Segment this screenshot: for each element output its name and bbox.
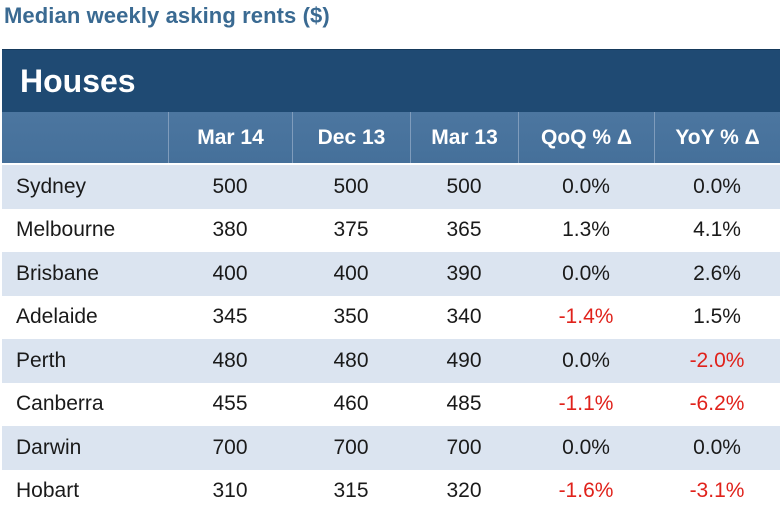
city-cell: Brisbane: [2, 252, 168, 296]
page-title: Median weekly asking rents ($): [4, 3, 330, 29]
yoy-cell: 0.0%: [654, 165, 780, 209]
table-header-row: Mar 14 Dec 13 Mar 13 QoQ % Δ YoY % Δ: [2, 112, 780, 165]
mar13-cell: 490: [410, 339, 518, 383]
table-row: Adelaide 345 350 340 -1.4% 1.5%: [2, 296, 780, 340]
qoq-cell: 0.0%: [518, 165, 654, 209]
city-cell: Hobart: [2, 470, 168, 513]
mar13-cell: 485: [410, 383, 518, 427]
column-header-mar14: Mar 14: [168, 112, 292, 163]
city-cell: Darwin: [2, 426, 168, 470]
table-row: Darwin 700 700 700 0.0% 0.0%: [2, 426, 780, 470]
qoq-cell: 0.0%: [518, 252, 654, 296]
yoy-cell: -6.2%: [654, 383, 780, 427]
mar13-cell: 365: [410, 209, 518, 253]
qoq-cell: -1.1%: [518, 383, 654, 427]
dec13-cell: 400: [292, 252, 410, 296]
qoq-cell: -1.6%: [518, 470, 654, 513]
table-row: Brisbane 400 400 390 0.0% 2.6%: [2, 252, 780, 296]
qoq-cell: 0.0%: [518, 339, 654, 383]
dec13-cell: 350: [292, 296, 410, 340]
dec13-cell: 480: [292, 339, 410, 383]
yoy-cell: -2.0%: [654, 339, 780, 383]
yoy-cell: 4.1%: [654, 209, 780, 253]
mar13-cell: 390: [410, 252, 518, 296]
dec13-cell: 460: [292, 383, 410, 427]
city-cell: Canberra: [2, 383, 168, 427]
yoy-cell: -3.1%: [654, 470, 780, 513]
table-row: Sydney 500 500 500 0.0% 0.0%: [2, 165, 780, 209]
yoy-cell: 0.0%: [654, 426, 780, 470]
mar14-cell: 380: [168, 209, 292, 253]
mar13-cell: 500: [410, 165, 518, 209]
dec13-cell: 700: [292, 426, 410, 470]
yoy-cell: 2.6%: [654, 252, 780, 296]
qoq-cell: 0.0%: [518, 426, 654, 470]
table-row: Hobart 310 315 320 -1.6% -3.1%: [2, 470, 780, 513]
mar14-cell: 455: [168, 383, 292, 427]
mar13-cell: 700: [410, 426, 518, 470]
qoq-cell: -1.4%: [518, 296, 654, 340]
dec13-cell: 500: [292, 165, 410, 209]
dec13-cell: 315: [292, 470, 410, 513]
table-caption: Houses: [2, 49, 780, 112]
table-row: Canberra 455 460 485 -1.1% -6.2%: [2, 383, 780, 427]
column-header-city: [2, 112, 168, 163]
mar14-cell: 345: [168, 296, 292, 340]
mar14-cell: 500: [168, 165, 292, 209]
rent-table: Houses Mar 14 Dec 13 Mar 13 QoQ % Δ YoY …: [2, 49, 780, 509]
mar14-cell: 400: [168, 252, 292, 296]
city-cell: Sydney: [2, 165, 168, 209]
column-header-mar13: Mar 13: [410, 112, 518, 163]
city-cell: Melbourne: [2, 209, 168, 253]
dec13-cell: 375: [292, 209, 410, 253]
table-row: Perth 480 480 490 0.0% -2.0%: [2, 339, 780, 383]
city-cell: Perth: [2, 339, 168, 383]
city-cell: Adelaide: [2, 296, 168, 340]
mar13-cell: 320: [410, 470, 518, 513]
column-header-dec13: Dec 13: [292, 112, 410, 163]
yoy-cell: 1.5%: [654, 296, 780, 340]
column-header-yoy: YoY % Δ: [654, 112, 780, 163]
column-header-qoq: QoQ % Δ: [518, 112, 654, 163]
mar13-cell: 340: [410, 296, 518, 340]
mar14-cell: 310: [168, 470, 292, 513]
table-row: Melbourne 380 375 365 1.3% 4.1%: [2, 209, 780, 253]
mar14-cell: 480: [168, 339, 292, 383]
mar14-cell: 700: [168, 426, 292, 470]
qoq-cell: 1.3%: [518, 209, 654, 253]
